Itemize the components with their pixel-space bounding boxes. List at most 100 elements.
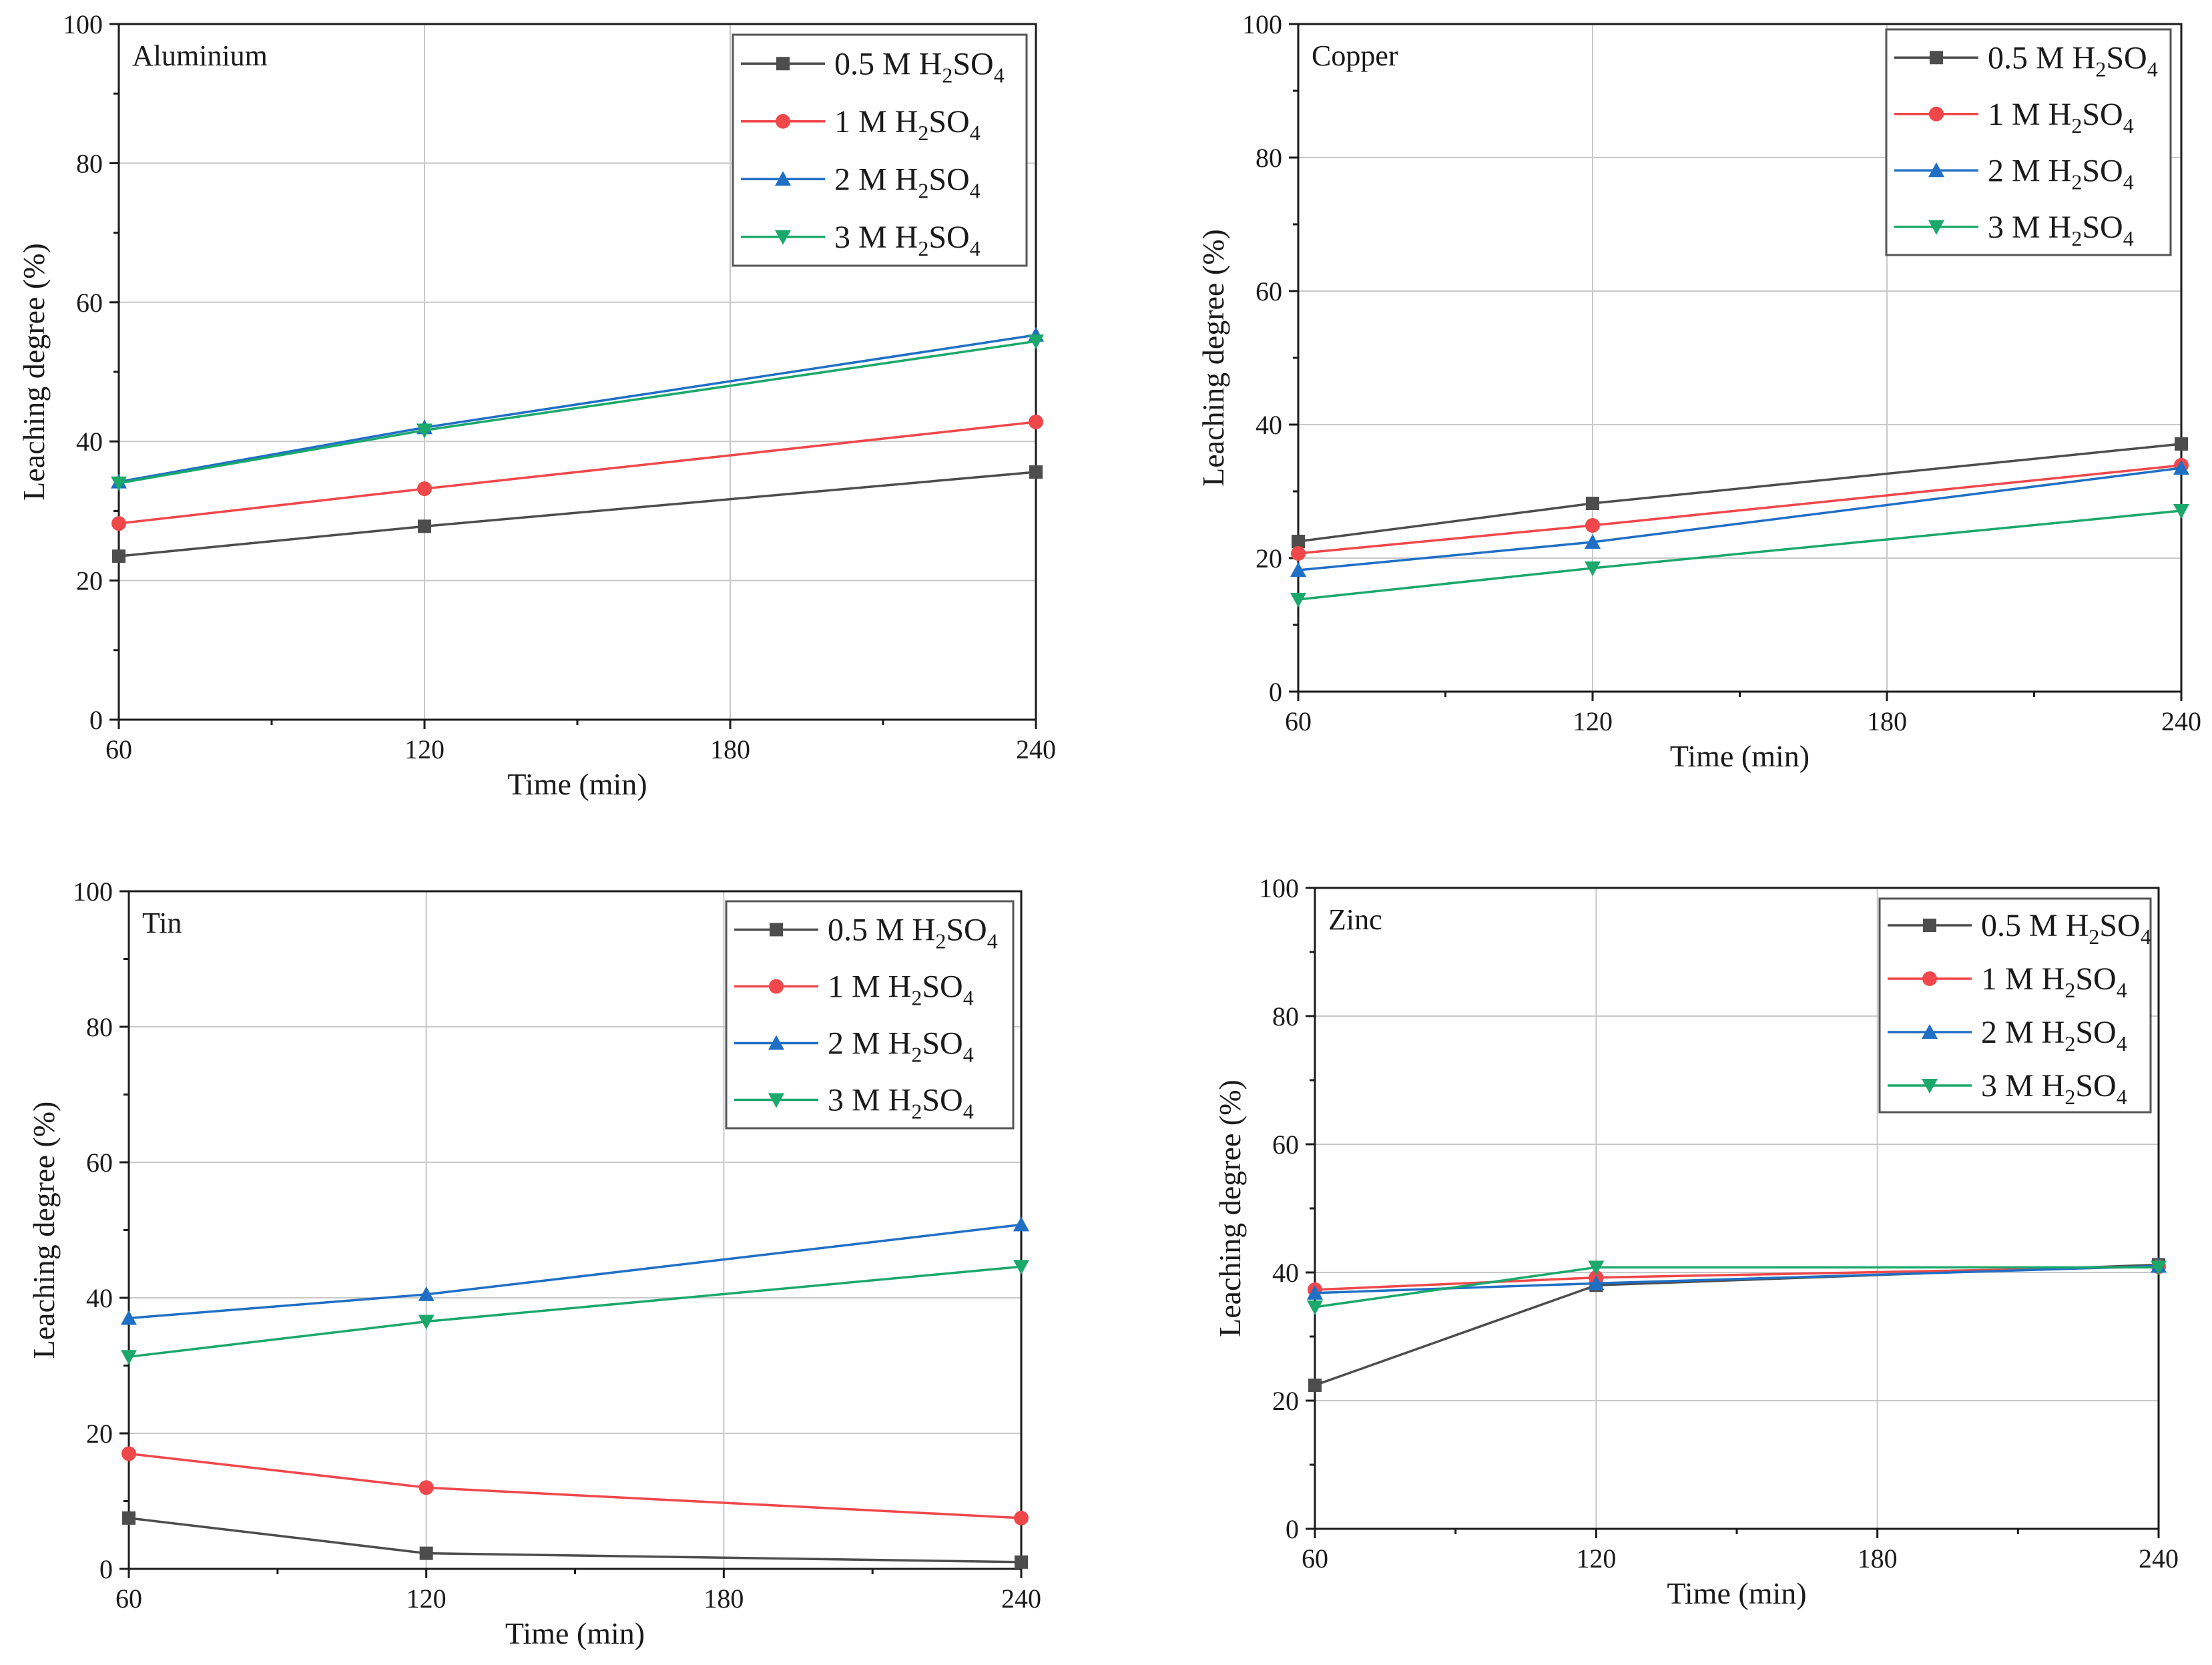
y-axis-title: Leaching degree (%)	[27, 1102, 61, 1359]
y-tick-label: 60	[86, 1148, 113, 1178]
data-point	[1585, 518, 1600, 533]
series-line	[128, 1223, 1022, 1320]
y-axis-title: Leaching degree (%)	[1213, 1080, 1247, 1337]
series-line	[1314, 1263, 2159, 1387]
data-point	[111, 476, 127, 491]
data-point	[1013, 1260, 1029, 1275]
y-tick-label: 60	[76, 288, 103, 318]
y-tick-label: 80	[1256, 143, 1282, 173]
data-point	[122, 1511, 135, 1525]
data-point	[1290, 562, 1306, 577]
series-line	[1314, 1266, 2159, 1309]
legend-marker	[770, 923, 783, 937]
legend-label: 0.5 M H2SO4	[828, 913, 998, 953]
series-line	[1298, 443, 2182, 543]
legend-marker	[776, 57, 790, 71]
x-tick-label: 240	[2139, 1543, 2179, 1574]
legend-label: 1 M H2SO4	[1981, 961, 2127, 1002]
x-tick-label: 60	[1285, 706, 1312, 736]
y-tick-label: 40	[1256, 410, 1282, 440]
y-tick-label: 80	[76, 148, 103, 178]
x-tick-label: 180	[710, 734, 750, 764]
data-point	[121, 1350, 137, 1365]
legend-marker	[1928, 162, 1944, 178]
y-tick-label: 0	[1286, 1514, 1299, 1544]
data-point	[1015, 1555, 1028, 1569]
y-tick-label: 100	[1259, 873, 1299, 903]
y-tick-label: 20	[1256, 543, 1282, 573]
data-point	[111, 516, 126, 531]
y-tick-label: 0	[89, 705, 103, 735]
data-point	[112, 549, 125, 563]
legend-box	[1878, 897, 2152, 1114]
data-point	[121, 1446, 136, 1461]
legend-label: 2 M H2SO4	[1981, 1015, 2127, 1055]
legend-box	[725, 900, 1015, 1130]
data-point	[419, 1480, 434, 1495]
legend-label: 1 M H2SO4	[834, 104, 981, 145]
legend-marker	[768, 1093, 784, 1108]
panel-title: Aluminium	[132, 39, 268, 72]
data-point	[1586, 497, 1599, 510]
data-point	[1292, 535, 1305, 548]
y-tick-label: 20	[76, 566, 103, 596]
data-point	[2173, 504, 2189, 519]
y-tick-label: 40	[86, 1283, 113, 1313]
series-line	[128, 1452, 1022, 1519]
y-tick-label: 40	[1272, 1258, 1299, 1288]
data-point	[417, 423, 433, 439]
legend-marker	[1922, 1079, 1938, 1094]
legend-box	[1885, 28, 2172, 256]
legend-label: 0.5 M H2SO4	[1981, 908, 2151, 949]
data-point	[121, 1310, 137, 1325]
x-tick-label: 240	[2161, 706, 2201, 736]
x-tick-label: 180	[1858, 1543, 1898, 1574]
data-point	[1013, 1216, 1029, 1232]
legend-marker	[776, 113, 790, 129]
legend-label: 2 M H2SO4	[834, 162, 981, 202]
data-point	[1585, 561, 1601, 576]
legend-label: 2 M H2SO4	[1988, 153, 2134, 194]
data-point	[1029, 465, 1043, 479]
x-tick-label: 240	[1001, 1584, 1041, 1614]
y-tick-label: 60	[1272, 1130, 1299, 1160]
data-point	[1028, 334, 1044, 350]
data-point	[1307, 1300, 1323, 1315]
data-point	[1588, 1275, 1605, 1290]
panel-title: Tin	[142, 907, 182, 939]
legend-label: 2 M H2SO4	[828, 1026, 974, 1067]
legend-marker	[769, 979, 784, 994]
data-point	[1014, 1510, 1029, 1525]
x-tick-label: 60	[115, 1584, 142, 1614]
data-point	[1307, 1284, 1323, 1300]
legend-marker	[768, 1035, 784, 1050]
x-axis-title: Time (min)	[505, 1616, 645, 1650]
y-tick-label: 100	[73, 877, 113, 907]
data-point	[418, 1315, 435, 1330]
x-axis-title: Time (min)	[1667, 1576, 1806, 1610]
panel-title: Copper	[1312, 39, 1398, 72]
y-tick-label: 80	[86, 1012, 113, 1042]
series-line	[128, 1517, 1022, 1564]
y-tick-label: 100	[1242, 9, 1282, 39]
panel-title: Zinc	[1328, 903, 1382, 936]
panel-copper: 0 20 40 60 80 100 60 120 180 240 Time (min) Leachin…	[1196, 9, 2201, 773]
legend-label: 3 M H2SO4	[1981, 1068, 2127, 1109]
data-point	[2173, 460, 2189, 475]
panel-tin: 0 20 40 60 80 100 60 120 180 240 Time (min) Leachin…	[27, 877, 1041, 1650]
panel-aluminium: 0 20 40 60 80 100 60 120 180 240 Time (min) Leachin…	[17, 9, 1056, 801]
series-line	[118, 471, 1037, 557]
panel-zinc: 0 20 40 60 80 100 60 120 180 240 Time (min) Leachin…	[1213, 873, 2179, 1610]
data-point	[417, 481, 432, 497]
x-tick-label: 180	[704, 1584, 744, 1614]
series-line	[128, 1265, 1022, 1359]
y-tick-label: 80	[1272, 1001, 1299, 1031]
data-point	[1029, 415, 1043, 430]
x-tick-label: 120	[404, 734, 445, 764]
data-point	[1585, 534, 1601, 549]
x-axis-title: Time (min)	[507, 767, 647, 801]
data-point	[2175, 437, 2188, 451]
legend-marker	[775, 171, 791, 186]
legend-label: 3 M H2SO4	[1988, 210, 2134, 250]
